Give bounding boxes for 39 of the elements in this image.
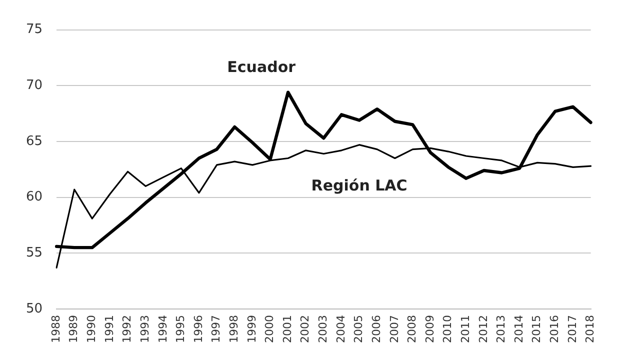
- series-label: Región LAC: [311, 176, 408, 195]
- x-tick-label: 2011: [459, 315, 472, 344]
- x-tick-label: 2004: [334, 315, 348, 344]
- x-tick-label: 2013: [494, 315, 508, 344]
- x-tick-label: 2003: [316, 315, 330, 344]
- x-tick-label: 1998: [227, 315, 240, 344]
- x-tick-label: 1995: [174, 315, 188, 344]
- x-tick-label: 2014: [512, 315, 526, 344]
- x-tick-label: 2008: [406, 315, 419, 344]
- x-tick-label: 2001: [280, 315, 294, 344]
- x-tick-label: 2000: [263, 315, 276, 344]
- x-tick-label: 2002: [298, 315, 312, 344]
- y-tick-label: 65: [26, 134, 43, 149]
- x-tick-label: 1993: [138, 315, 152, 344]
- x-tick-label: 1989: [67, 315, 80, 344]
- x-tick-label: 1996: [192, 315, 205, 344]
- x-tick-label: 1999: [245, 315, 258, 344]
- x-tick-label: 2015: [530, 315, 544, 344]
- x-tick-label: 2010: [441, 315, 454, 344]
- x-tick-label: 1988: [49, 315, 62, 344]
- y-tick-label: 60: [26, 190, 43, 205]
- y-tick-label: 70: [26, 78, 43, 94]
- series-label: Ecuador: [227, 58, 296, 76]
- y-tick-label: 55: [26, 246, 43, 261]
- x-tick-label: 2005: [352, 315, 366, 344]
- y-tick-label: 50: [26, 301, 43, 316]
- x-tick-label: 1990: [85, 315, 98, 344]
- x-tick-label: 1994: [156, 315, 170, 344]
- x-tick-label: 2006: [370, 315, 383, 344]
- y-tick-label: 75: [26, 22, 43, 38]
- x-tick-label: 2009: [423, 315, 436, 344]
- x-tick-label: 2017: [566, 315, 579, 344]
- x-tick-label: 1992: [120, 315, 134, 344]
- x-tick-label: 2018: [584, 315, 597, 344]
- x-tick-label: 2016: [548, 315, 562, 344]
- x-tick-label: 1997: [210, 315, 223, 344]
- x-tick-label: 2007: [388, 315, 401, 344]
- x-tick-label: 1991: [102, 315, 116, 344]
- x-tick-label: 2012: [476, 315, 490, 344]
